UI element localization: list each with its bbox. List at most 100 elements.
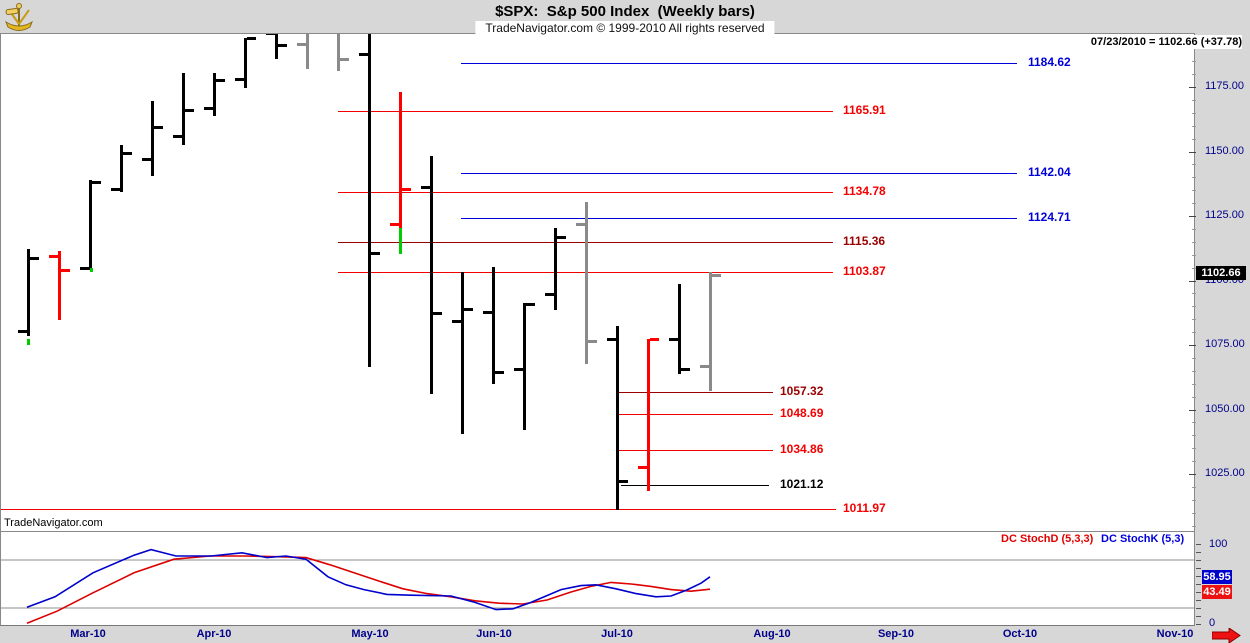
price-axis-minor-tick — [1192, 293, 1196, 295]
price-axis-label: 1050.00 — [1205, 402, 1245, 415]
ohlc-bar-open-tick-9 — [297, 43, 306, 47]
ohlc-bar-close-tick-0 — [30, 256, 39, 260]
stoch-k-value-badge: 58.95 — [1202, 570, 1232, 584]
ohlc-bar-close-tick-12 — [402, 188, 411, 192]
price-axis-minor-tick — [1192, 435, 1196, 437]
ohlc-bar-close-tick-6 — [216, 79, 225, 82]
ohlc-bar-open-tick-16 — [514, 368, 523, 372]
price-axis-minor-tick — [1192, 203, 1196, 205]
ohlc-bar-body-7 — [244, 37, 247, 88]
ohlc-bar-body-15 — [492, 266, 495, 384]
price-axis-minor-tick — [1192, 228, 1196, 230]
ohlc-bar-body-4 — [151, 101, 154, 176]
ohlc-bar-close-tick-5 — [185, 108, 194, 112]
month-label-Nov-10: Nov-10 — [1156, 628, 1194, 640]
price-axis-minor-tick — [1192, 383, 1196, 385]
month-label-Aug-10: Aug-10 — [753, 628, 791, 640]
price-axis-minor-tick — [1192, 448, 1196, 450]
level-line-1021.12 — [621, 485, 769, 486]
price-axis-minor-tick — [1192, 486, 1196, 488]
ohlc-bar-open-tick-20 — [638, 465, 647, 469]
price-axis-minor-tick — [1192, 241, 1196, 243]
month-label-Jun-10: Jun-10 — [476, 628, 512, 640]
price-axis-label: 1125.00 — [1205, 209, 1244, 221]
level-label-1021.12: 1021.12 — [780, 477, 824, 491]
stoch-k-line — [26, 548, 711, 611]
month-label-Sep-10: Sep-10 — [877, 628, 915, 640]
stoch-k-legend: DC StochK (5,3) — [1101, 533, 1185, 545]
month-label-Mar-10: Mar-10 — [70, 628, 106, 640]
level-line-1134.78 — [338, 191, 833, 193]
ohlc-bar-body-11 — [368, 34, 371, 367]
cursor-date-price-readout: 07/23/2010 = 1102.66 (+37.78) — [1028, 35, 1242, 49]
ohlc-bar-close-tick-16 — [526, 303, 535, 307]
ohlc-bar-close-tick-2 — [92, 180, 101, 184]
ohlc-bar-close-tick-22 — [712, 273, 721, 277]
stoch-axis-tick — [1196, 616, 1201, 617]
price-axis-label: 1025.00 — [1205, 467, 1245, 479]
ohlc-bar-close-tick-19 — [619, 479, 628, 483]
ohlc-bar-body-13 — [430, 156, 433, 394]
price-axis-minor-tick — [1192, 112, 1196, 114]
price-axis-minor-tick — [1192, 319, 1196, 321]
level-label-1103.87: 1103.87 — [843, 263, 886, 278]
price-axis-label: 1075.00 — [1205, 338, 1245, 350]
ohlc-bar-body-22 — [709, 272, 712, 392]
ohlc-bar-body-0 — [27, 249, 30, 337]
level-line-1184.62 — [461, 63, 1017, 65]
ohlc-bar-body-3 — [120, 144, 123, 193]
watermark-text: TradeNavigator.com — [4, 517, 103, 529]
last-price-badge: 1102.66 — [1196, 266, 1246, 280]
price-axis-major-tick — [1189, 474, 1196, 475]
price-axis-minor-tick — [1192, 61, 1196, 63]
price-axis-major-tick — [1189, 216, 1196, 217]
month-label-May-10: May-10 — [351, 628, 389, 640]
stoch-d-value-badge: 43.49 — [1202, 585, 1232, 599]
ohlc-bar-open-tick-2 — [80, 266, 89, 270]
level-label-1142.04: 1142.04 — [1028, 165, 1071, 180]
ohlc-bar-open-tick-18 — [576, 223, 585, 227]
ohlc-bar-open-tick-12 — [390, 222, 399, 226]
level-label-1134.78: 1134.78 — [843, 183, 886, 198]
green-signal-mark-1 — [90, 268, 93, 273]
price-chart-panel: TradeNavigator.com 1184.62 1165.91 1142.04… — [0, 33, 1195, 532]
stoch-axis-bottom-label: 0 — [1209, 617, 1216, 629]
level-label-1034.86: 1034.86 — [780, 441, 824, 456]
price-axis-minor-tick — [1192, 461, 1196, 463]
ohlc-bar-body-20 — [647, 338, 650, 491]
level-label-1011.97: 1011.97 — [843, 500, 886, 515]
ohlc-bar-body-10 — [337, 34, 340, 72]
level-line-1034.86 — [617, 449, 773, 451]
scroll-right-arrow-button[interactable] — [1212, 628, 1242, 643]
stochastic-lines — [1, 548, 1194, 624]
price-axis-major-tick — [1189, 280, 1196, 282]
green-signal-mark-0 — [27, 339, 30, 345]
ohlc-bar-close-tick-7 — [247, 37, 256, 41]
level-label-1057.32: 1057.32 — [780, 383, 824, 398]
green-signal-mark-2 — [399, 228, 402, 255]
price-axis-minor-tick — [1192, 422, 1196, 424]
ohlc-bar-body-2 — [89, 179, 92, 270]
ohlc-bar-open-tick-6 — [204, 106, 213, 110]
ohlc-bar-open-tick-17 — [545, 293, 554, 297]
ohlc-bar-open-tick-0 — [18, 330, 27, 334]
ohlc-bar-open-tick-15 — [483, 311, 492, 315]
stoch-axis-tick — [1196, 600, 1201, 601]
price-axis-minor-tick — [1192, 125, 1196, 127]
stoch-d-line — [26, 555, 711, 624]
price-axis-minor-tick — [1192, 370, 1196, 372]
price-axis-label: 1175.00 — [1205, 80, 1244, 92]
ohlc-bar-body-17 — [554, 227, 557, 311]
ohlc-bar-open-tick-8 — [266, 34, 275, 35]
level-line-1057.32 — [617, 391, 773, 393]
stochastic-panel: DC StochD (5,3,3) DC StochK (5,3) — [0, 532, 1195, 626]
level-line-1124.71 — [461, 217, 1017, 219]
ohlc-bar-body-14 — [461, 272, 464, 435]
ohlc-bar-close-tick-10 — [340, 57, 349, 61]
stoch-axis-tick — [1196, 552, 1201, 553]
ohlc-bar-close-tick-11 — [371, 252, 380, 256]
price-axis-minor-tick — [1192, 525, 1196, 527]
ohlc-bar-open-tick-19 — [607, 338, 616, 342]
level-label-1115.36: 1115.36 — [843, 233, 886, 248]
ohlc-bar-body-12 — [399, 91, 402, 254]
